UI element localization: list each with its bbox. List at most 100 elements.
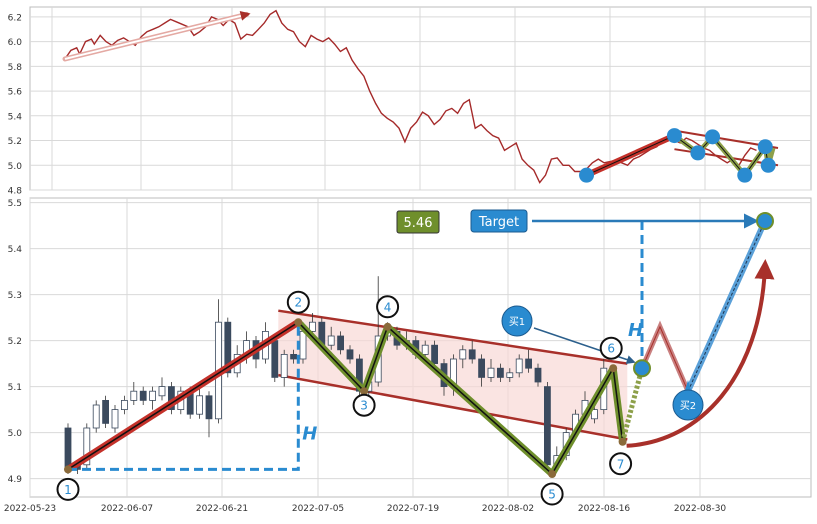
bottom-y-tick-label: 5.3 [8,291,22,301]
bottom-x-tick-label: 2022-06-07 [101,504,153,514]
candle-body [280,353,288,378]
bottom-y-tick-label: 5.1 [8,383,22,393]
bottom-y-tick-label: 4.9 [8,475,23,485]
pivot-dot [360,387,369,396]
candle-body [205,395,213,420]
candle-body [327,335,335,346]
candle-body [459,349,467,360]
candle-body [149,390,157,401]
pivot-dot [383,322,392,331]
breakout-projection [620,367,645,443]
pivot-dot [294,318,303,327]
candle-body [515,358,523,374]
candle-body [92,404,100,429]
buy-1-marker [501,305,533,337]
pivot-dot [609,364,618,373]
buy-2-marker [672,389,704,421]
candle-body [431,344,439,365]
candle-body [496,367,504,378]
price-box [396,210,440,234]
candle-body [158,386,166,397]
top-pivot-dot [579,167,595,183]
pivot-number-circle [376,295,400,319]
bottom-panel: 5.5 5.4 5.3 5.2 5.1 5.0 4.9 2022-05-23 2022-06-… [4,197,812,514]
height-label-1: H [302,424,317,445]
top-y-tick-label: 5.4 [8,112,23,122]
bottom-x-tick-label: 2022-07-05 [292,504,344,514]
pattern-core [67,321,299,471]
channel-lower-line [278,373,628,441]
top-pivot-dot [690,145,706,161]
candle-body [544,386,551,466]
pivot-number-circle [286,290,310,314]
pivot-dot [64,465,72,474]
top-pivot-dot [666,128,682,144]
pattern-lines [64,318,627,478]
target-box [470,209,528,233]
bottom-y-tick-label: 5.2 [8,337,22,347]
pattern-core [297,321,624,475]
candle-body [591,409,598,420]
pivot-number-circle [540,482,564,506]
candle-body [121,399,128,410]
bottom-x-tick-label: 2022-08-02 [482,504,534,514]
top-y-tick-label: 6.0 [8,38,23,48]
pivot-dot [618,437,627,446]
candle-body [139,390,147,401]
pivot-number-label: 1 [64,483,72,497]
pivot-dot [548,470,557,478]
top-pivot-dot [737,167,753,183]
candle-body [478,358,486,378]
pivot-number-circle [609,452,633,476]
price-box-label: 5.46 [404,216,433,231]
top-pivot-dot [757,139,773,155]
retest-projection-core [641,325,689,392]
candle-body [102,399,109,424]
candle-body [337,335,345,351]
bottom-y-tick-labels: 5.5 5.4 5.3 5.2 5.1 5.0 4.9 [8,199,23,485]
candle-body [299,330,307,360]
candle-body [421,344,429,355]
pivot-number-label: 7 [617,457,625,471]
pivot-number-label: 5 [548,488,556,502]
top-panel: 6.2 6.0 5.8 5.6 5.4 5.2 5.0 4.8 [8,6,812,197]
target-dot [756,212,774,230]
candle-body [64,427,72,470]
top-pivot-dot [760,157,776,173]
bottom-x-tick-label: 2022-06-21 [196,504,248,514]
top-y-tick-label: 5.8 [8,63,23,73]
top-price-line [64,9,757,184]
pivot-number-label: 3 [360,399,368,413]
bottom-x-tick-label: 2022-08-30 [674,504,727,514]
candle-body [111,409,119,429]
candle-body [525,358,532,369]
buy-2-label: 买2 [680,400,696,412]
rally-arc [626,259,775,448]
candle-body [534,367,542,383]
top-uptrend-arrow [64,10,251,60]
candle-body [196,395,204,415]
top-y-tick-label: 5.0 [8,162,23,172]
buy-1-label: 买1 [509,316,525,328]
pivot-number-label: 6 [607,342,615,356]
target-projection-core [687,220,766,392]
bottom-x-tick-label: 2022-05-23 [4,504,56,514]
bottom-y-tick-label: 5.4 [8,245,23,255]
pivot-number-circle [352,393,376,417]
annotations: H H 5.46 Target 买1 买2 1 2 3 4 5 6 7 [56,209,775,506]
channel-upper-line [278,309,628,365]
target-box-label: Target [478,215,519,230]
top-y-tick-label: 5.6 [8,88,23,98]
bottom-y-tick-label: 5.0 [8,429,23,439]
pivot-number-label: 2 [294,296,302,310]
pivot-number-label: 4 [384,300,392,314]
top-pivot-dot [705,129,721,145]
candle-body [506,372,514,378]
pivot-number-circle [599,336,623,360]
bottom-x-tick-label: 2022-07-19 [387,504,440,514]
candle-body [346,349,354,360]
candle-body [130,390,138,401]
bottom-x-tick-labels: 2022-05-23 2022-06-07 2022-06-21 2022-07-05… [4,504,727,514]
height-dash-1 [68,322,300,471]
